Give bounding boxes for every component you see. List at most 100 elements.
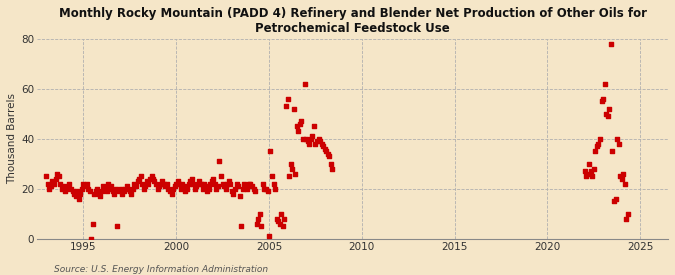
Point [140, 184, 151, 188]
Point [591, 144, 602, 148]
Point [231, 182, 242, 186]
Point [214, 159, 225, 164]
Point [585, 169, 596, 174]
Point [169, 184, 180, 188]
Point [87, 222, 98, 226]
Point [112, 224, 123, 229]
Point [217, 182, 228, 186]
Point [608, 199, 619, 204]
Point [250, 189, 261, 194]
Point [262, 189, 273, 194]
Point [186, 177, 197, 181]
Point [202, 189, 213, 194]
Point [237, 187, 248, 191]
Point [230, 187, 240, 191]
Point [172, 179, 183, 183]
Point [265, 149, 276, 153]
Point [596, 99, 607, 104]
Point [182, 187, 192, 191]
Point [167, 187, 178, 191]
Point [63, 184, 74, 188]
Point [610, 197, 621, 201]
Title: Monthly Rocky Mountain (PADD 4) Refinery and Blender Net Production of Other Oil: Monthly Rocky Mountain (PADD 4) Refinery… [59, 7, 647, 35]
Point [612, 137, 622, 141]
Point [220, 187, 231, 191]
Point [89, 192, 100, 196]
Point [327, 167, 338, 171]
Point [607, 149, 618, 153]
Point [117, 192, 128, 196]
Point [304, 142, 315, 146]
Point [44, 187, 55, 191]
Point [52, 172, 63, 176]
Point [615, 174, 626, 178]
Point [298, 137, 308, 141]
Point [123, 187, 134, 191]
Point [185, 179, 196, 183]
Point [179, 184, 190, 188]
Point [270, 187, 281, 191]
Point [45, 184, 56, 188]
Point [76, 187, 87, 191]
Point [323, 152, 333, 156]
Point [97, 189, 107, 194]
Point [318, 144, 329, 148]
Point [293, 129, 304, 134]
Point [103, 182, 113, 186]
Point [311, 139, 322, 144]
Point [597, 97, 608, 101]
Point [126, 192, 137, 196]
Point [95, 194, 106, 199]
Point [587, 174, 598, 178]
Point [59, 189, 70, 194]
Point [259, 187, 270, 191]
Point [236, 224, 246, 229]
Point [70, 194, 81, 199]
Point [132, 179, 143, 183]
Point [233, 184, 244, 188]
Point [134, 177, 144, 181]
Point [153, 187, 163, 191]
Point [225, 182, 236, 186]
Point [161, 182, 172, 186]
Point [324, 154, 335, 158]
Point [146, 174, 157, 178]
Point [584, 162, 595, 166]
Point [122, 184, 132, 188]
Point [227, 189, 238, 194]
Point [313, 137, 324, 141]
Point [589, 167, 599, 171]
Point [305, 137, 316, 141]
Point [154, 184, 165, 188]
Point [84, 189, 95, 194]
Point [245, 182, 256, 186]
Point [78, 182, 89, 186]
Point [599, 82, 610, 86]
Point [292, 124, 302, 128]
Point [188, 182, 198, 186]
Point [155, 182, 166, 186]
Point [198, 182, 209, 186]
Point [618, 172, 628, 176]
Point [183, 182, 194, 186]
Point [55, 182, 65, 186]
Point [253, 217, 264, 221]
Point [277, 224, 288, 229]
Point [47, 179, 58, 183]
Point [268, 182, 279, 186]
Point [41, 174, 52, 178]
Point [61, 187, 72, 191]
Point [234, 194, 245, 199]
Point [109, 192, 119, 196]
Point [222, 182, 233, 186]
Point [246, 184, 257, 188]
Point [239, 182, 250, 186]
Point [113, 189, 124, 194]
Point [595, 137, 605, 141]
Point [90, 189, 101, 194]
Point [142, 179, 153, 183]
Point [579, 169, 590, 174]
Point [128, 187, 138, 191]
Point [286, 162, 296, 166]
Point [105, 187, 115, 191]
